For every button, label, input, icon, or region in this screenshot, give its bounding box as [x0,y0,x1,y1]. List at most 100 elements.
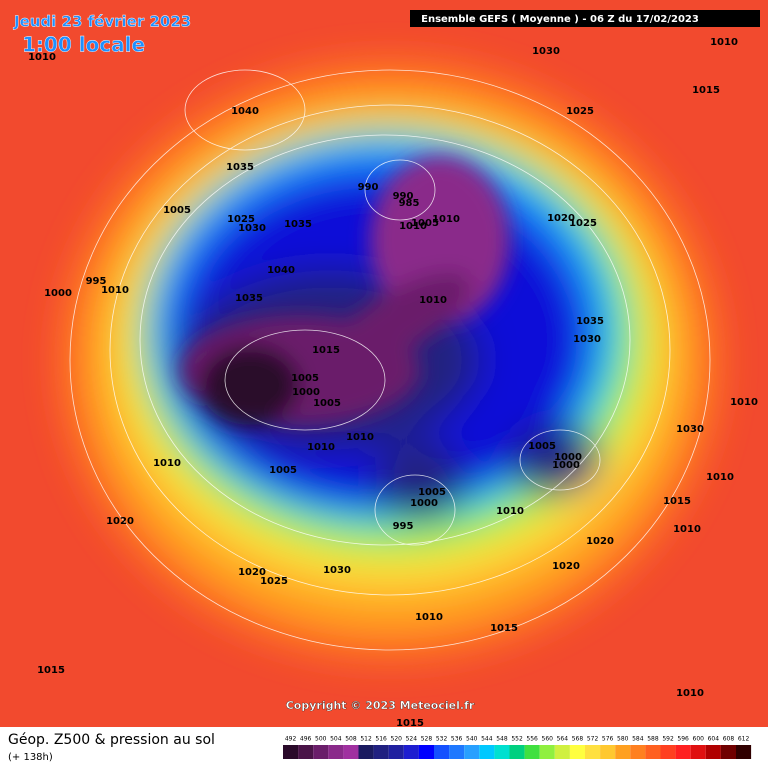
legend-swatch [615,745,631,759]
legend-label: 512 [360,736,372,743]
pressure-label: 1035 [235,293,263,304]
legend-label: 528 [421,736,433,743]
legend-label: 552 [511,736,523,743]
pressure-label: 1035 [576,316,604,327]
legend-label: 508 [345,736,357,743]
pressure-label: 1005 [411,218,439,229]
legend-label: 500 [315,736,327,743]
pressure-label: 1025 [569,218,597,229]
legend-label: 504 [330,736,342,743]
pressure-label: 1005 [269,465,297,476]
legend-swatch [524,745,540,759]
pressure-label: 1005 [418,487,446,498]
legend-label: 520 [391,736,403,743]
legend-label: 532 [436,736,448,743]
legend-swatch [403,745,419,759]
pressure-label: 1015 [312,345,340,356]
pressure-label: 1020 [238,567,266,578]
legend-swatch [373,745,389,759]
pressure-label: 1010 [153,458,181,469]
pressure-label: 1010 [346,432,374,443]
legend-swatch [554,745,570,759]
pressure-label: 1030 [238,223,266,234]
pressure-label: 1030 [676,424,704,435]
legend-label: 596 [677,736,689,743]
pressure-label: 990 [393,191,414,202]
legend-label: 588 [647,736,659,743]
legend-label: 496 [300,736,312,743]
pressure-label: 1030 [532,46,560,57]
pressure-label: 1035 [284,219,312,230]
pressure-label: 1020 [547,213,575,224]
pressure-label: 1010 [710,37,738,48]
local-time: 1:00 locale [22,33,145,57]
pressure-label: 1030 [573,334,601,345]
legend-swatch [569,745,585,759]
legend-swatch [585,745,601,759]
legend-swatch [600,745,616,759]
legend-label: 524 [406,736,418,743]
pressure-label: 1020 [586,536,614,547]
date: Jeudi 23 février 2023 [13,13,191,31]
pressure-label: 1010 [496,506,524,517]
legend-swatch [509,745,525,759]
pressure-label: 1015 [37,665,65,676]
pressure-label: 1010 [730,397,758,408]
pressure-label: 1025 [566,106,594,117]
pressure-label: 1030 [323,565,351,576]
legend-swatch [328,745,344,759]
legend-swatch [675,745,691,759]
pressure-label: 1005 [163,205,191,216]
legend-label: 592 [662,736,674,743]
pressure-label: 995 [86,276,107,287]
geopotential-field [0,0,768,727]
legend-label: 544 [481,736,493,743]
pressure-label: 1010 [673,524,701,535]
pressure-label: 1005 [313,398,341,409]
pressure-label: 1020 [552,561,580,572]
legend-swatch [720,745,736,759]
legend-swatch [630,745,646,759]
legend-label: 600 [693,736,705,743]
legend-label: 548 [496,736,508,743]
footer-title: Géop. Z500 & pression au sol [8,732,215,748]
legend-swatch [690,745,706,759]
color-legend: 492 496 500 504 508 512 516 520 524 528 532 536 540 5… [283,736,752,759]
legend-swatch [313,745,329,759]
footer-lead: (+ 138h) [8,752,53,763]
pressure-label: 985 [399,198,420,209]
pressure-label: 1010 [307,442,335,453]
pressure-label: 990 [358,182,379,193]
pressure-label: 1005 [291,373,319,384]
model-banner [410,10,760,27]
legend-label: 564 [557,736,569,743]
pressure-label: 1010 [706,472,734,483]
pressure-label: 995 [393,521,414,532]
legend-label: 612 [738,736,750,743]
copyright: Copyright © 2023 Meteociel.fr [286,699,475,712]
legend-label: 516 [375,736,387,743]
pressure-label: 1010 [101,285,129,296]
legend-swatch [539,745,555,759]
legend-swatch [388,745,404,759]
pressure-label: 1010 [432,214,460,225]
legend-label: 536 [451,736,463,743]
pressure-label: 1015 [396,718,424,729]
legend-swatch [418,745,434,759]
pressure-label: 1010 [676,688,704,699]
legend-label: 568 [572,736,584,743]
pressure-label: 1000 [292,387,320,398]
pressure-label: 1015 [663,496,691,507]
legend-label: 560 [542,736,554,743]
legend-swatch [283,745,299,759]
legend-label: 608 [723,736,735,743]
pressure-label: 1005 [528,441,556,452]
legend-swatch [494,745,510,759]
legend-swatch [343,745,359,759]
legend-swatch [298,745,314,759]
pressure-label: 1010 [399,221,427,232]
pressure-label: 1010 [28,52,56,63]
legend-label: 576 [602,736,614,743]
legend-swatch [479,745,495,759]
legend-swatch [358,745,374,759]
